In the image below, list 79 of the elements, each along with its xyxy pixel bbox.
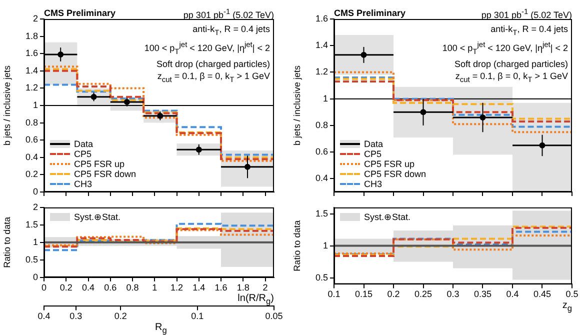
y-tick-label: 1.4	[315, 40, 328, 50]
y-tick-label: 0.5	[25, 254, 38, 264]
x2-tick-label: 0.1	[191, 311, 204, 322]
x2-tick-label: 0.3	[70, 311, 82, 322]
y-axis-title: Ratio to data	[2, 216, 12, 268]
x-tick-label: 1.2	[170, 282, 184, 292]
legend-label: Syst.⊕Stat.	[364, 212, 411, 222]
y-tick-label: 1	[32, 236, 38, 247]
x-tick-label: 0.35	[474, 289, 492, 300]
y-tick-label: 0.4	[315, 173, 328, 184]
x-tick-label: 0.4	[506, 289, 519, 300]
y-tick-label: 1.6	[25, 48, 38, 58]
x-axis-title: z$_{g}$	[562, 300, 572, 313]
chart-title: CMS Preliminary	[44, 8, 116, 18]
annotation: Soft drop (charged particles)	[453, 58, 568, 70]
x-tick-label: 1.4	[192, 282, 206, 292]
legend-label: CH3	[74, 179, 92, 189]
y-tick-label: 2	[32, 13, 38, 24]
legend-label: Data	[74, 139, 94, 149]
y-tick-label: 0.8	[315, 120, 328, 130]
x2-axis-title: R$_{g}$	[155, 322, 167, 335]
x-tick-label: 0.8	[126, 282, 139, 292]
y-tick-label: 1	[322, 93, 328, 104]
y-tick-label: 1.4	[25, 65, 38, 76]
x-tick-label: 2	[262, 282, 268, 292]
x-axis-title: ln(R/R$_{g}$)	[238, 293, 274, 306]
x-tick-label: 1	[152, 282, 158, 292]
y-tick-label: 0.4	[25, 152, 38, 162]
x-tick-label: 0.4	[82, 282, 95, 292]
y-tick-label: 1.5	[25, 219, 38, 230]
legend-label: CP5 FSR down	[364, 169, 426, 179]
legend-label: CP5	[74, 149, 92, 159]
annotation: Soft drop (charged particles)	[155, 58, 270, 70]
y-tick-label: 1.2	[315, 66, 328, 77]
legend-label: CP5	[364, 149, 382, 159]
y-tick-label: 1.2	[25, 82, 38, 93]
x-tick-label: 0.3	[446, 289, 460, 300]
y-tick-label: 2	[32, 202, 38, 212]
y-tick-label: 1.8	[25, 30, 38, 41]
annotation: z$_{cut}$ = 0.1, β = 0, k$_{T}$ > 1 GeV	[156, 70, 270, 86]
annotation: 100 < p$_{T}$$^{jet}$ < 120 GeV, |η$^{jet}$| < 2	[144, 38, 270, 58]
x-tick-label: 1.8	[236, 282, 250, 292]
legend-label: CP5 FSR up	[74, 159, 125, 169]
y-axis-title: b jets / inclusive jets	[292, 64, 302, 146]
y-tick-label: 0.2	[25, 169, 38, 180]
x-tick-label: 0.2	[60, 282, 72, 292]
legend-label: CP5 FSR down	[74, 169, 136, 179]
y-tick-label: 0.6	[25, 134, 38, 145]
x-tick-label: 1.6	[214, 282, 228, 292]
chart-title: CMS Preliminary	[334, 8, 406, 18]
annotation: anti-k$_{T}$, R = 0.4 jets	[490, 23, 568, 39]
x-tick-label: 0.15	[354, 289, 373, 300]
annotation: z$_{cut}$ = 0.1, β = 0, k$_{T}$ > 1 GeV	[454, 70, 568, 86]
x2-tick-label: 0.2	[114, 311, 127, 322]
x-tick-label: 0.6	[104, 282, 117, 292]
y-axis-title: Ratio to data	[292, 220, 302, 272]
legend-label: CP5 FSR up	[364, 159, 415, 169]
x-tick-label: 0.45	[533, 289, 552, 300]
y-tick-label: 0.5	[315, 272, 328, 282]
legend-label: CH3	[364, 179, 382, 189]
y-tick-label: 0.8	[25, 117, 38, 128]
y-tick-label: 1.6	[315, 13, 328, 24]
y-tick-label: 1	[32, 100, 38, 110]
legend-label: Syst.⊕Stat.	[74, 212, 121, 222]
y-tick-label: 1.5	[315, 208, 328, 218]
x-tick-label: 0.5	[566, 289, 578, 300]
x-tick-label: 0.1	[328, 289, 340, 300]
y-tick-label: 0	[32, 272, 38, 282]
legend-label: Data	[364, 139, 384, 149]
x2-tick-label: 0.05	[265, 311, 283, 322]
annotation: anti-k$_{T}$, R = 0.4 jets	[192, 23, 270, 39]
annotation: 100 < p$_{T}$$^{jet}$ < 120 GeV, |η$^{jet}$| < 2	[442, 38, 568, 58]
y-tick-label: 0	[32, 186, 38, 196]
y-tick-label: 1	[322, 240, 328, 250]
x-tick-label: 0	[41, 282, 47, 292]
y-tick-label: 0.6	[315, 146, 328, 157]
y-axis-title: b jets / inclusive jets	[2, 64, 12, 146]
x-tick-label: 0.25	[414, 289, 432, 300]
x-tick-label: 0.2	[387, 289, 400, 300]
